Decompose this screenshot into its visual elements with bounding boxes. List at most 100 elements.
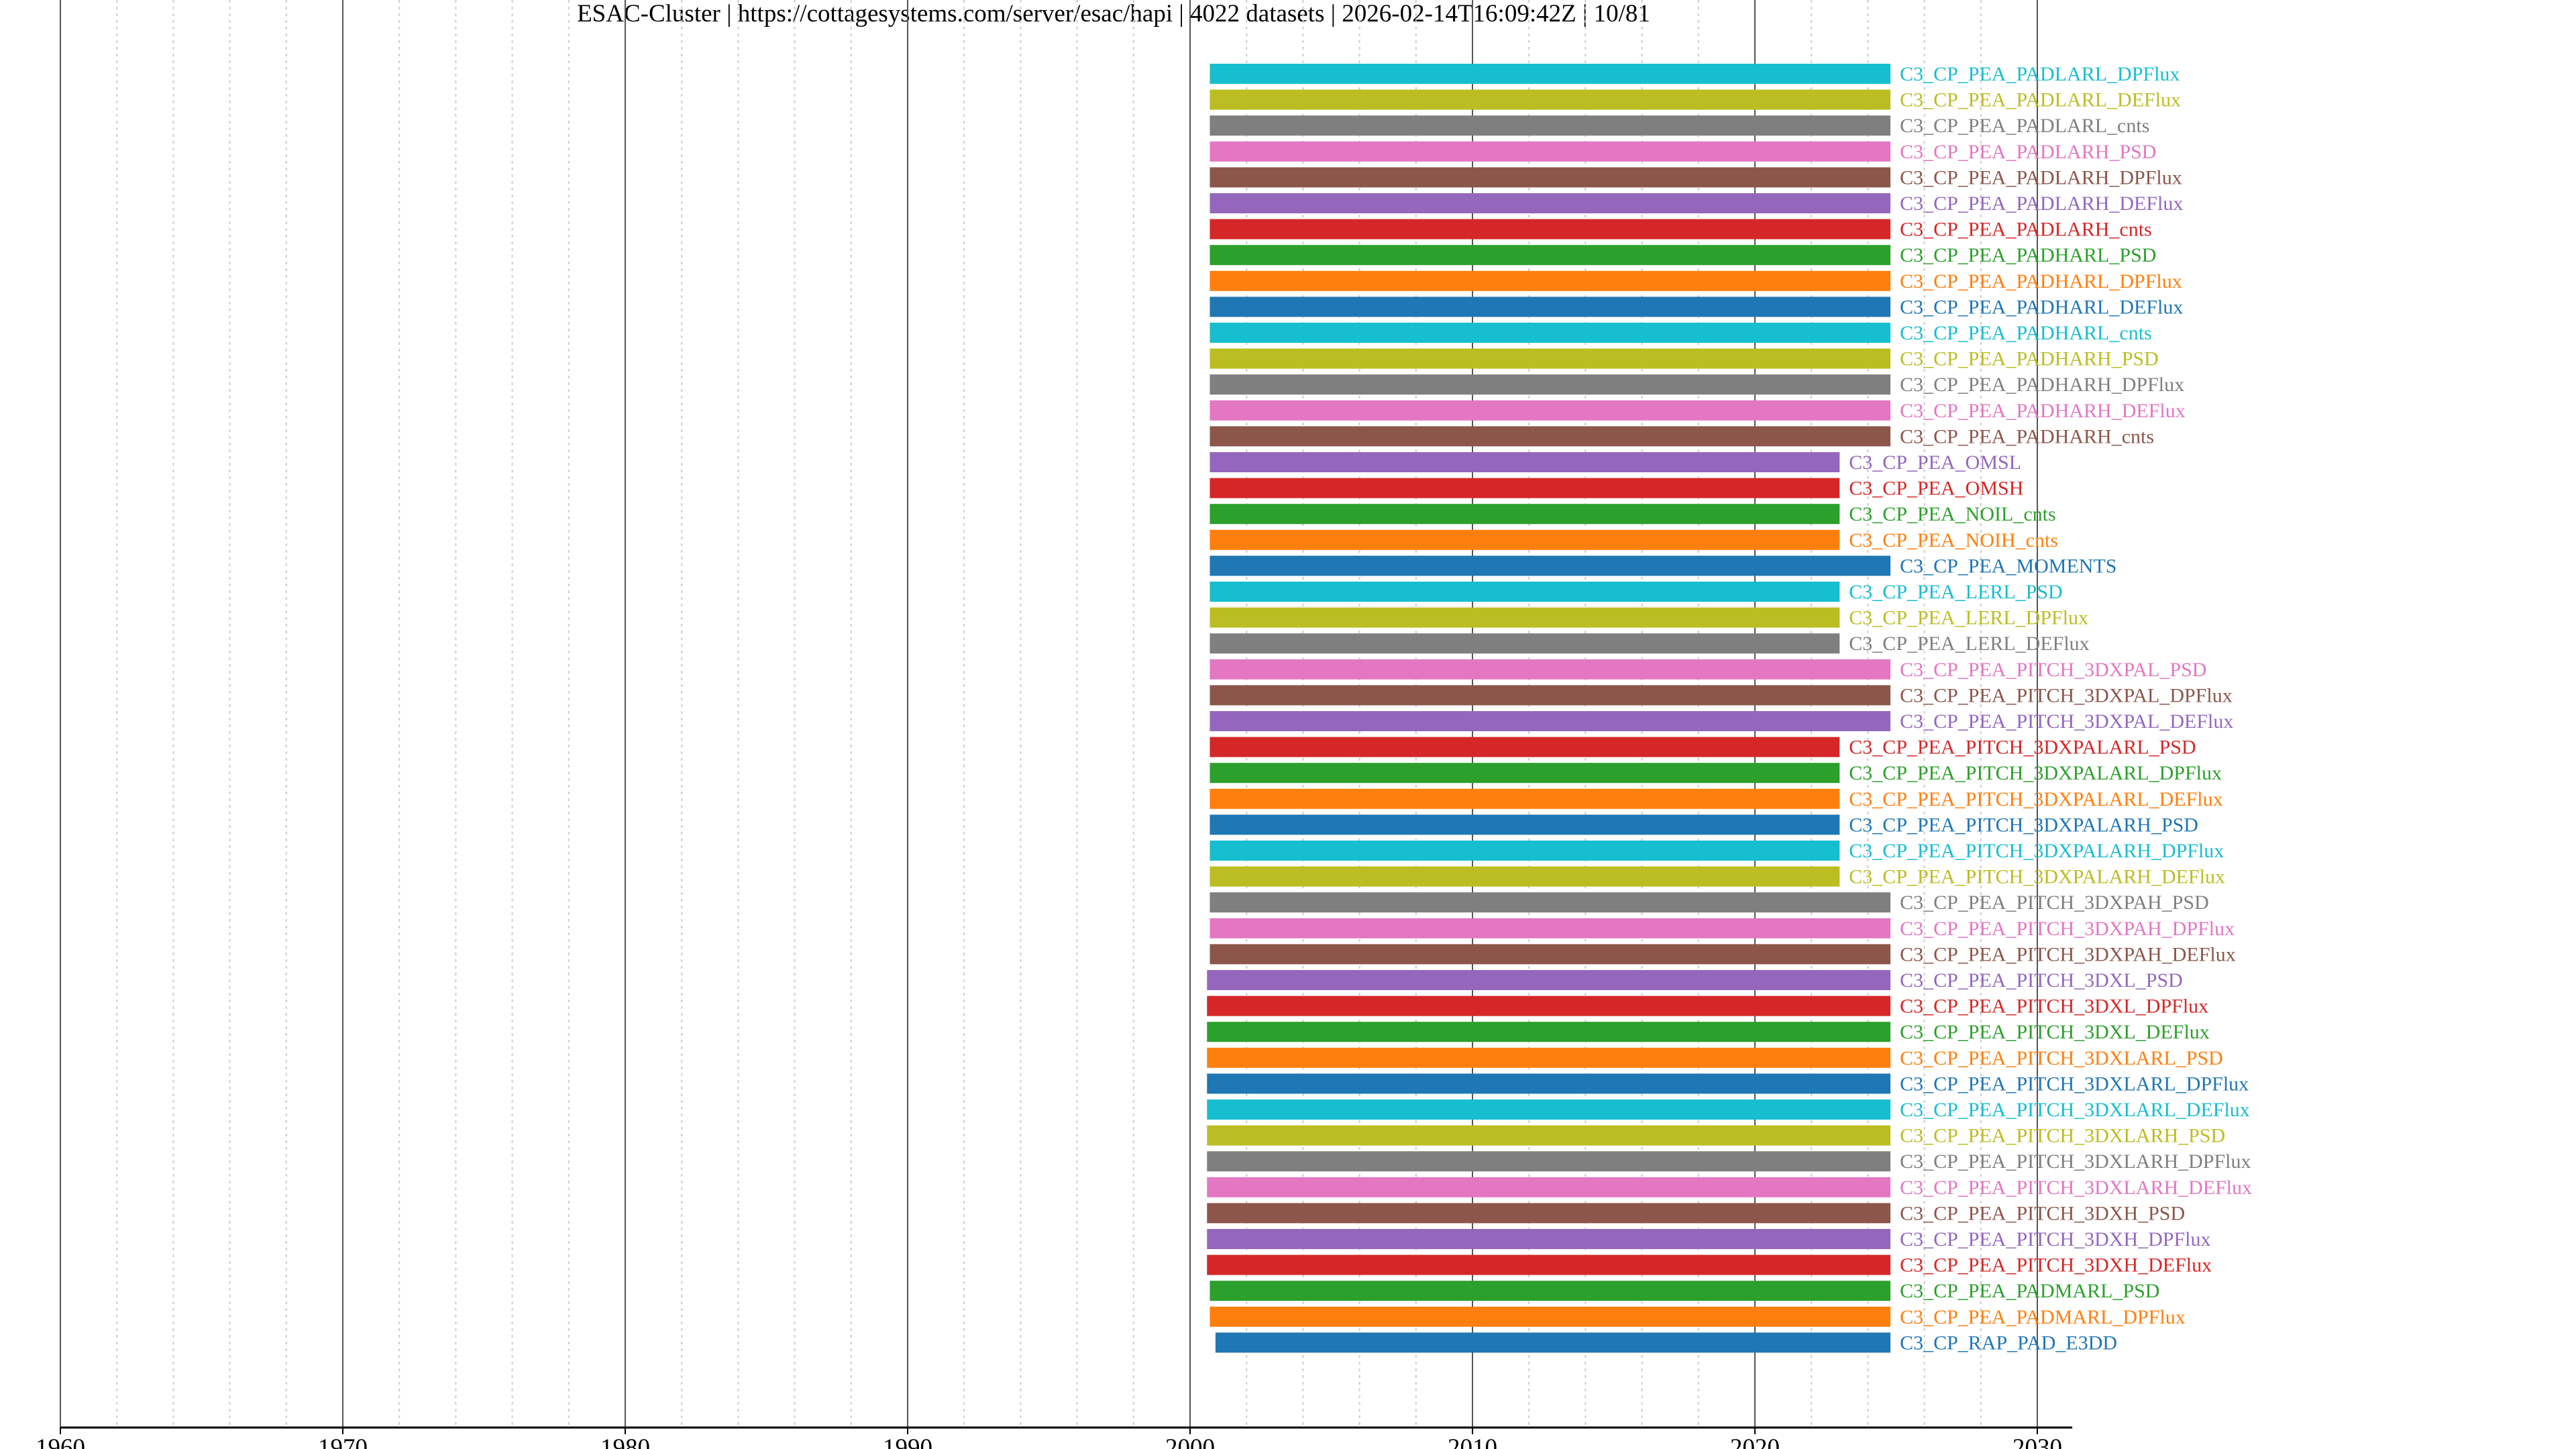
dataset-label: C3_CP_PEA_LERL_DEFlux [1849, 633, 2089, 655]
dataset-bar [1210, 711, 1891, 731]
dataset-label: C3_CP_PEA_PITCH_3DXLARH_DPFlux [1900, 1150, 2251, 1173]
dataset-label: C3_CP_PEA_PITCH_3DXPALARH_DEFlux [1849, 866, 2225, 888]
dataset-bar [1210, 323, 1891, 343]
dataset-label: C3_CP_PEA_PADLARH_PSD [1900, 141, 2156, 163]
dataset-bar [1210, 348, 1891, 369]
dataset-label: C3_CP_PEA_PITCH_3DXLARL_DPFlux [1900, 1073, 2249, 1095]
dataset-label: C3_CP_PEA_PADLARL_DPFlux [1900, 63, 2180, 85]
dataset-bar [1210, 1306, 1891, 1327]
dataset-bar [1210, 607, 1840, 628]
major-gridlines [60, 0, 2038, 1428]
x-tick-label: 1990 [883, 1434, 932, 1449]
chart-title: ESAC-Cluster | https://cottagesystems.co… [577, 0, 1650, 28]
dataset-label: C3_CP_RAP_PAD_E3DD [1900, 1332, 2117, 1354]
dataset-label: C3_CP_PEA_PADLARH_DPFlux [1900, 166, 2182, 189]
dataset-bar [1210, 245, 1891, 266]
dataset-label: C3_CP_PEA_MOMENTS [1900, 555, 2116, 577]
dataset-label: C3_CP_PEA_PITCH_3DXLARH_DEFlux [1900, 1177, 2252, 1199]
x-tick-label: 2030 [2012, 1434, 2062, 1449]
dataset-bars [1207, 64, 1891, 1353]
x-tick-label: 1980 [600, 1434, 650, 1449]
dataset-bar [1210, 193, 1891, 213]
dataset-label: C3_CP_PEA_PITCH_3DXLARH_PSD [1900, 1125, 2225, 1147]
x-tick-label: 2010 [1448, 1434, 1497, 1449]
dataset-bar [1207, 996, 1891, 1016]
dataset-bar [1210, 374, 1891, 395]
dataset-bar [1210, 1281, 1891, 1301]
dataset-bar [1210, 944, 1891, 965]
dataset-bar [1207, 1151, 1891, 1172]
dataset-label: C3_CP_PEA_LERL_PSD [1849, 581, 2062, 603]
dataset-bar [1210, 841, 1840, 861]
dataset-label: C3_CP_PEA_PADMARL_PSD [1900, 1280, 2159, 1302]
x-tick-label: 1970 [318, 1434, 368, 1449]
dataset-label: C3_CP_PEA_PADHARH_PSD [1900, 348, 2159, 370]
dataset-label: C3_CP_PEA_NOIH_cnts [1849, 529, 2058, 551]
dataset-label: C3_CP_PEA_PITCH_3DXH_DPFlux [1900, 1228, 2210, 1250]
dataset-label: C3_CP_PEA_PADHARL_cnts [1900, 322, 2152, 344]
dataset-bar [1210, 141, 1891, 162]
dataset-bar [1210, 582, 1840, 602]
dataset-bar [1210, 918, 1891, 938]
dataset-bar [1210, 115, 1891, 136]
dataset-label: C3_CP_PEA_NOIL_cnts [1849, 503, 2055, 525]
dataset-bar [1207, 1254, 1891, 1275]
dataset-bar [1207, 1022, 1891, 1042]
dataset-label: C3_CP_PEA_PITCH_3DXPALARL_DPFlux [1849, 762, 2222, 784]
dataset-label: C3_CP_PEA_PADHARL_DEFlux [1900, 296, 2183, 318]
dataset-bar [1210, 892, 1891, 913]
dataset-label: C3_CP_PEA_OMSL [1849, 451, 2021, 474]
dataset-bar [1210, 167, 1891, 188]
dataset-label: C3_CP_PEA_PADHARH_cnts [1900, 425, 2154, 447]
dataset-bar [1210, 763, 1840, 784]
dataset-label: C3_CP_PEA_PADHARH_DEFlux [1900, 400, 2186, 422]
dataset-label: C3_CP_PEA_PADMARL_DPFlux [1900, 1306, 2186, 1328]
dataset-bar [1207, 1203, 1891, 1224]
dataset-label: C3_CP_PEA_PITCH_3DXPAL_PSD [1900, 659, 2206, 681]
dataset-label: C3_CP_PEA_PITCH_3DXPAH_DPFlux [1900, 918, 2235, 940]
dataset-bar [1207, 1177, 1891, 1197]
dataset-bar [1207, 1229, 1891, 1249]
dataset-label: C3_CP_PEA_PITCH_3DXPALARH_PSD [1849, 814, 2198, 836]
dataset-label: C3_CP_PEA_PADHARL_PSD [1900, 244, 2156, 266]
dataset-label: C3_CP_PEA_PITCH_3DXPALARL_DEFlux [1849, 788, 2222, 810]
dataset-label: C3_CP_PEA_PITCH_3DXLARL_DEFlux [1900, 1099, 2250, 1121]
x-axis-ticks: 1960 1970 1980 1990 2000 2010 2020 2030 [36, 1428, 2062, 1449]
dataset-bar [1210, 529, 1840, 550]
dataset-label: C3_CP_PEA_PADLARH_DEFlux [1900, 193, 2183, 215]
dataset-bar [1210, 297, 1891, 317]
dataset-label: C3_CP_PEA_LERL_DPFlux [1849, 607, 2088, 629]
dataset-label: C3_CP_PEA_PADLARL_DEFlux [1900, 89, 2181, 111]
dataset-label: C3_CP_PEA_PITCH_3DXH_PSD [1900, 1202, 2185, 1224]
dataset-bar [1207, 970, 1891, 990]
dataset-label: C3_CP_PEA_PADHARL_DPFlux [1900, 270, 2182, 292]
x-tick-label: 1960 [36, 1434, 85, 1449]
dataset-bar [1210, 685, 1891, 706]
x-tick-label: 2020 [1730, 1434, 1780, 1449]
dataset-label: C3_CP_PEA_PITCH_3DXPAH_PSD [1900, 892, 2209, 914]
dataset-bar [1207, 1047, 1891, 1068]
dataset-label: C3_CP_PEA_PITCH_3DXL_PSD [1900, 969, 2183, 991]
dataset-bar [1210, 659, 1891, 680]
dataset-bar [1210, 270, 1891, 291]
dataset-bar [1210, 814, 1840, 835]
dataset-bar [1210, 478, 1840, 498]
dataset-bar [1210, 633, 1840, 654]
dataset-label: C3_CP_PEA_PADLARL_cnts [1900, 115, 2149, 137]
dataset-label: C3_CP_PEA_OMSH [1849, 478, 2023, 500]
dataset-bar [1215, 1332, 1891, 1353]
dataset-label: C3_CP_PEA_PITCH_3DXPAL_DPFlux [1900, 684, 2233, 706]
dataset-bar [1210, 452, 1840, 472]
dataset-bar [1210, 555, 1891, 576]
dataset-bar [1210, 64, 1891, 84]
dataset-bar [1210, 788, 1840, 809]
dataset-label: C3_CP_PEA_PITCH_3DXPAL_DEFlux [1900, 710, 2233, 733]
dataset-bar [1210, 89, 1891, 110]
dataset-bar [1210, 400, 1891, 421]
dataset-label: C3_CP_PEA_PITCH_3DXPALARH_DPFlux [1849, 840, 2224, 862]
dataset-label: C3_CP_PEA_PITCH_3DXLARL_PSD [1900, 1047, 2223, 1069]
dataset-bar [1207, 1073, 1891, 1094]
dataset-label: C3_CP_PEA_PITCH_3DXH_DEFlux [1900, 1254, 2212, 1277]
dataset-label: C3_CP_PEA_PADLARH_cnts [1900, 219, 2152, 241]
dataset-label: C3_CP_PEA_PITCH_3DXPAH_DEFlux [1900, 943, 2236, 965]
